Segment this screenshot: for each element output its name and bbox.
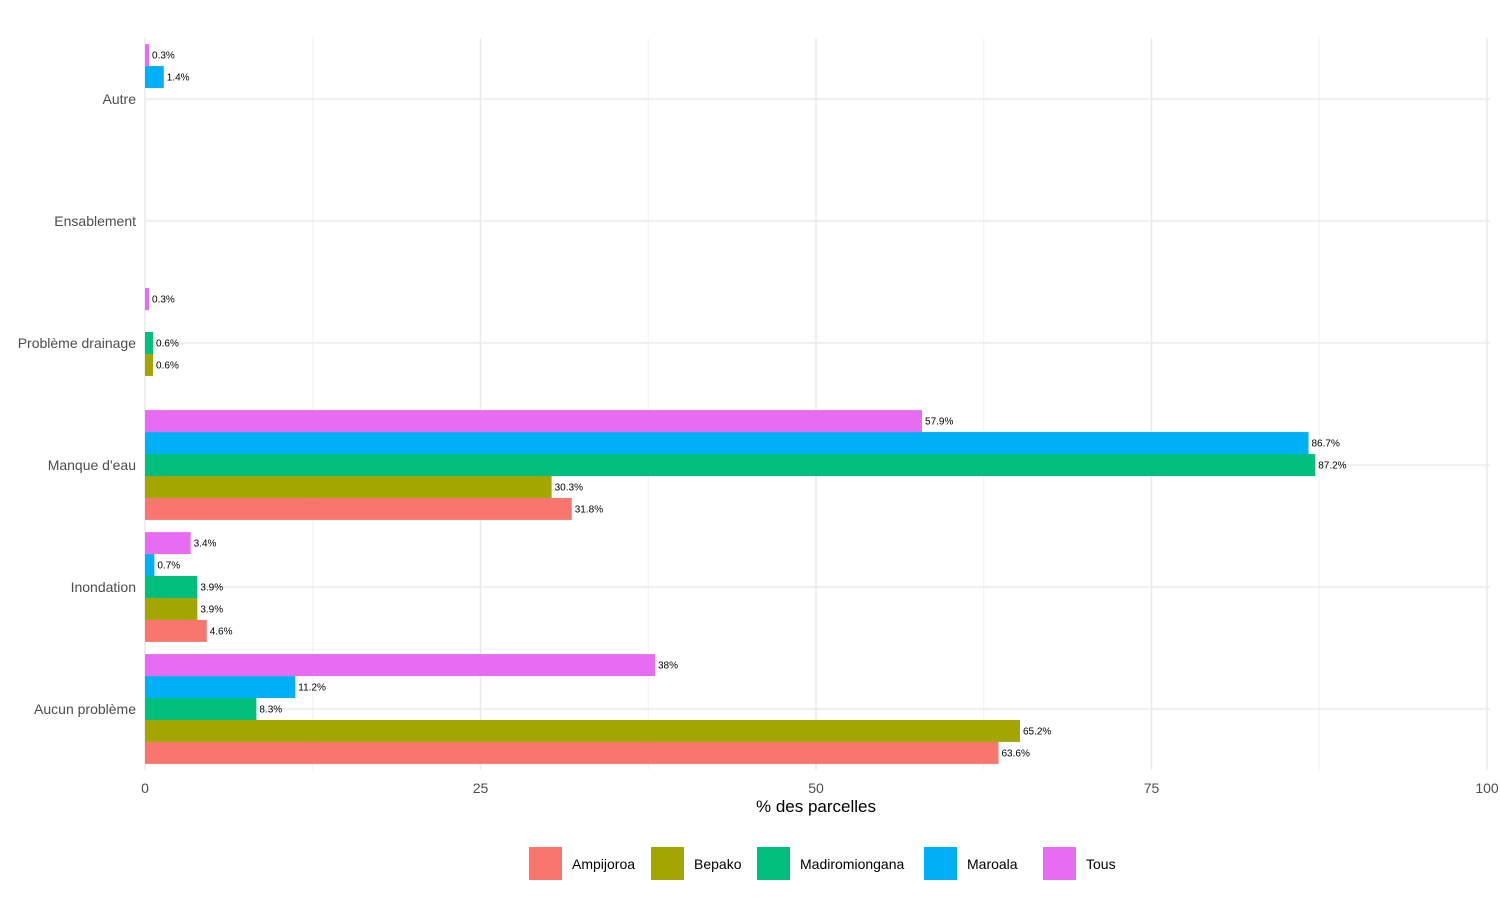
data-label: 0.7% bbox=[157, 561, 180, 572]
y-tick-label: Autre bbox=[103, 91, 137, 107]
legend-key-maroala bbox=[924, 847, 957, 880]
bar-madiromiongana bbox=[145, 332, 154, 354]
legend-key-bepako bbox=[651, 847, 684, 880]
legend-key-tous bbox=[1043, 847, 1076, 880]
bar-ampijoroa bbox=[145, 619, 207, 642]
data-label: 11.2% bbox=[298, 683, 326, 694]
data-label: 1.4% bbox=[167, 73, 190, 84]
data-label: 38% bbox=[658, 661, 678, 672]
data-label: 3.9% bbox=[200, 604, 223, 615]
bar-madiromiongana bbox=[145, 454, 1316, 476]
bar-maroala bbox=[145, 554, 155, 577]
x-tick-label: 100 bbox=[1475, 780, 1499, 796]
bar-tous bbox=[145, 288, 150, 311]
bar-madiromiongana bbox=[145, 698, 257, 720]
data-label: 63.6% bbox=[1002, 748, 1030, 759]
bar-maroala bbox=[145, 676, 296, 699]
data-label: 8.3% bbox=[259, 705, 282, 716]
bar-madiromiongana bbox=[145, 576, 198, 598]
y-tick-label: Problème drainage bbox=[18, 335, 137, 351]
bar-ampijoroa bbox=[145, 741, 999, 764]
bar-tous bbox=[145, 410, 923, 433]
bar-maroala bbox=[145, 432, 1309, 455]
bar-ampijoroa bbox=[145, 497, 572, 520]
y-tick-label: Inondation bbox=[71, 579, 136, 595]
bar-tous bbox=[145, 44, 150, 67]
legend-label: Madiromiongana bbox=[800, 856, 904, 872]
data-label: 65.2% bbox=[1023, 726, 1051, 737]
x-tick-label: 50 bbox=[808, 780, 824, 796]
legend-key-ampijoroa bbox=[529, 847, 562, 880]
x-tick-label: 0 bbox=[141, 780, 149, 796]
legend-label: Bepako bbox=[694, 856, 742, 872]
data-label: 30.3% bbox=[555, 482, 583, 493]
x-tick-label: 25 bbox=[473, 780, 489, 796]
y-tick-label: Aucun problème bbox=[34, 701, 136, 717]
data-label: 0.6% bbox=[156, 360, 179, 371]
data-label: 57.9% bbox=[925, 417, 953, 428]
legend-label: Ampijoroa bbox=[572, 856, 635, 872]
data-label: 3.4% bbox=[194, 539, 217, 550]
y-tick-label: Ensablement bbox=[54, 213, 136, 229]
bar-bepako bbox=[145, 475, 552, 498]
bar-bepako bbox=[145, 719, 1020, 742]
data-label: 86.7% bbox=[1312, 439, 1340, 450]
data-label: 0.3% bbox=[152, 295, 175, 306]
x-axis-title: % des parcelles bbox=[756, 797, 876, 816]
legend-key-madiromiongana bbox=[757, 847, 790, 880]
bar-tous bbox=[145, 654, 655, 677]
x-tick-label: 75 bbox=[1144, 780, 1160, 796]
data-label: 87.2% bbox=[1318, 461, 1346, 472]
y-tick-label: Manque d'eau bbox=[48, 457, 136, 473]
data-label: 4.6% bbox=[210, 626, 233, 637]
legend-label: Maroala bbox=[967, 856, 1018, 872]
data-label: 0.3% bbox=[152, 51, 175, 62]
data-label: 0.6% bbox=[156, 339, 179, 350]
bar-bepako bbox=[145, 597, 198, 620]
data-label: 3.9% bbox=[200, 583, 223, 594]
bar-maroala bbox=[145, 66, 164, 89]
legend-label: Tous bbox=[1086, 856, 1116, 872]
bar-tous bbox=[145, 532, 191, 555]
bar-bepako bbox=[145, 353, 154, 376]
data-label: 31.8% bbox=[575, 504, 603, 515]
